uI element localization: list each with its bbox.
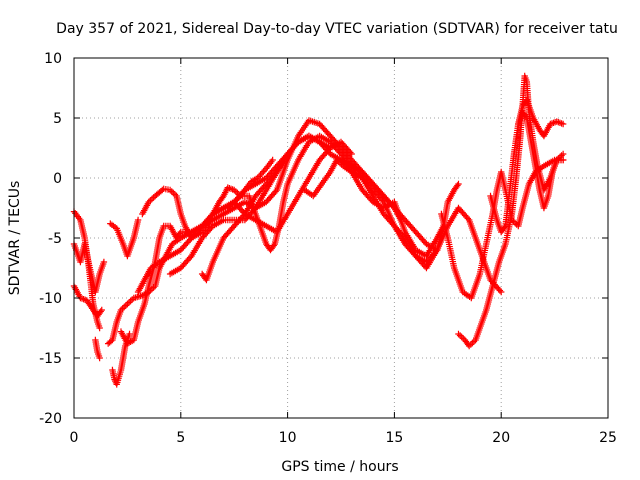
data-point: [126, 330, 133, 338]
data-series: [70, 72, 567, 388]
data-point: [270, 242, 277, 249]
data-point: [186, 254, 194, 261]
data-point: [455, 180, 462, 188]
data-point: [501, 224, 508, 231]
series-arc-12: [166, 132, 334, 278]
data-point: [464, 215, 472, 222]
data-point: [98, 306, 105, 314]
data-point: [251, 206, 258, 213]
x-tick-label: 10: [279, 430, 297, 446]
y-tick-label: 10: [44, 51, 62, 67]
data-point: [100, 258, 108, 266]
data-point: [176, 230, 183, 237]
chart-title: Day 357 of 2021, Sidereal Day-to-day VTE…: [56, 21, 618, 37]
data-point: [272, 188, 279, 195]
series-arc-3: [70, 282, 105, 320]
data-point: [496, 287, 504, 294]
data-point: [97, 308, 104, 315]
data-point: [134, 216, 142, 224]
series-arc-20: [515, 108, 567, 212]
y-tick-label: -20: [39, 411, 62, 427]
data-point: [559, 120, 567, 128]
data-point: [556, 153, 564, 161]
data-point: [280, 156, 287, 164]
y-axis-label: SDTVAR / TECUs: [7, 181, 23, 296]
series-arc-13: [198, 156, 287, 284]
data-point: [456, 332, 464, 339]
data-point: [455, 330, 462, 338]
data-point: [127, 297, 134, 305]
y-tick-label: -5: [48, 231, 62, 247]
data-point: [347, 149, 354, 156]
data-point: [498, 288, 505, 296]
data-point: [454, 182, 461, 189]
data-point: [559, 150, 567, 158]
x-tick-label: 15: [385, 430, 403, 446]
data-point: [348, 150, 355, 158]
x-tick-label: 5: [176, 430, 185, 446]
y-tick-label: 5: [53, 111, 62, 127]
data-point: [400, 233, 407, 240]
x-tick-label: 0: [70, 430, 79, 446]
axis-ticks: 0 5 10 15 20 25 -20 -15 -10 -5 0 5 10: [39, 51, 617, 446]
data-point: [269, 156, 276, 164]
data-point: [469, 339, 476, 347]
series-arc-14: [224, 156, 276, 212]
data-point: [258, 170, 266, 177]
data-point: [240, 212, 247, 219]
series-arc-5: [107, 216, 142, 260]
y-tick-label: -10: [39, 291, 62, 307]
data-point: [327, 144, 334, 152]
x-tick-label: 20: [492, 430, 510, 446]
data-point: [522, 113, 529, 120]
data-point: [550, 119, 557, 126]
data-point: [272, 170, 279, 177]
y-tick-label: 0: [53, 171, 62, 187]
y-tick-label: -15: [39, 351, 62, 367]
data-point: [159, 186, 166, 194]
series-arc-4: [92, 336, 103, 362]
series-arc-16: [337, 156, 505, 296]
data-point: [125, 299, 133, 306]
data-point: [122, 302, 129, 309]
data-point: [124, 300, 131, 308]
series-arc-7: [109, 330, 133, 388]
x-axis-label: GPS time / hours: [281, 459, 398, 475]
data-point: [96, 354, 103, 362]
data-point: [559, 156, 567, 164]
data-point: [120, 303, 128, 311]
series-arc-2: [70, 240, 108, 296]
data-point: [458, 333, 465, 341]
x-tick-label: 25: [599, 430, 617, 446]
data-point: [260, 168, 267, 175]
data-point: [170, 189, 177, 197]
series-arc-17: [438, 156, 567, 302]
data-point: [96, 324, 103, 332]
data-point: [148, 195, 156, 203]
